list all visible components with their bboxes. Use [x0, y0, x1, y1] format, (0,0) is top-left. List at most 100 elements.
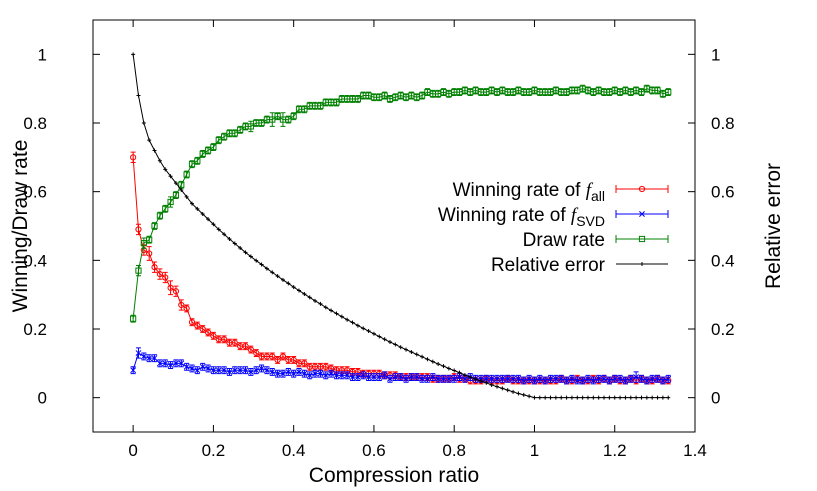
data-point: [511, 389, 516, 394]
data-point: [279, 370, 286, 377]
data-point: [654, 87, 661, 94]
data-point: [451, 375, 458, 382]
legend-label: Winning rate of fall: [453, 180, 605, 204]
data-point: [660, 395, 665, 400]
data-point: [204, 329, 212, 336]
data-point: [618, 395, 623, 400]
data-point: [221, 133, 228, 140]
data-point: [151, 355, 158, 362]
data-point: [393, 342, 398, 347]
data-point: [409, 350, 414, 355]
data-point: [172, 288, 180, 295]
data-point: [274, 356, 281, 363]
data-point: [500, 386, 505, 391]
data-point: [553, 395, 558, 400]
x-tick-label: 0.8: [442, 441, 466, 460]
data-point: [548, 395, 553, 400]
error-bar: [157, 268, 163, 280]
data-point: [537, 395, 542, 400]
data-point: [269, 368, 276, 375]
data-point: [210, 332, 217, 339]
legend-marker: [640, 262, 644, 266]
data-point: [333, 372, 340, 379]
data-point: [130, 154, 137, 161]
data-point: [199, 363, 206, 370]
data-point: [398, 345, 403, 350]
data-point: [418, 92, 426, 99]
data-point: [254, 258, 259, 263]
data-point: [297, 288, 302, 293]
x-tick-label: 0.2: [202, 441, 226, 460]
data-point: [611, 375, 618, 382]
series-line: [132, 88, 669, 319]
x-tick-label: 0: [128, 441, 137, 460]
data-point: [377, 334, 382, 339]
data-point: [231, 367, 238, 374]
data-point: [665, 375, 672, 382]
data-point: [520, 377, 527, 384]
data-point: [574, 377, 581, 384]
data-point: [634, 395, 639, 400]
data-point: [194, 367, 201, 374]
data-point: [210, 143, 217, 151]
data-point: [237, 367, 244, 374]
data-point: [371, 331, 376, 336]
data-point: [404, 347, 409, 352]
data-point: [495, 384, 500, 389]
data-point: [318, 301, 323, 306]
legend-label: Draw rate: [523, 230, 605, 251]
data-point: [457, 370, 462, 375]
data-point: [655, 395, 660, 400]
data-point: [275, 274, 280, 279]
data-point: [436, 362, 441, 367]
data-point: [413, 374, 420, 381]
data-point: [178, 360, 185, 367]
data-point: [505, 388, 510, 393]
data-point: [183, 363, 190, 370]
data-point: [221, 336, 228, 343]
data-point: [376, 374, 383, 381]
data-point: [345, 317, 350, 322]
data-point: [344, 372, 351, 379]
data-point: [504, 375, 511, 382]
x-tick-label: 1: [530, 441, 539, 460]
axis-ticks: 0 0.2 0.4 0.6 0.8 1 1.2 1.4 0 0.2 0.4 0.6 0.8 1 0 0.2 0.…: [23, 20, 735, 460]
data-point: [478, 379, 483, 384]
data-point: [591, 395, 596, 400]
series-1: [130, 347, 672, 385]
data-point: [425, 357, 430, 362]
data-point: [606, 377, 613, 384]
error-bar: [269, 112, 275, 127]
data-point: [130, 315, 137, 322]
y-tick-label-right: 0.6: [711, 183, 735, 202]
data-point: [665, 89, 672, 96]
data-point: [280, 277, 285, 282]
data-point: [301, 106, 308, 113]
y-tick-label-left: 0.8: [23, 114, 47, 133]
data-point: [381, 92, 388, 99]
data-point: [312, 370, 319, 377]
legend-errorbar: [615, 185, 669, 193]
data-point: [329, 308, 334, 313]
data-point: [515, 375, 522, 382]
data-point: [601, 375, 607, 382]
data-point: [290, 356, 297, 363]
data-point: [285, 116, 292, 123]
data-point: [354, 95, 361, 103]
data-point: [210, 367, 217, 374]
data-point: [452, 368, 457, 373]
data-point: [291, 285, 296, 290]
data-point: [349, 374, 356, 381]
data-point: [222, 232, 227, 237]
data-point: [190, 201, 195, 206]
data-point: [468, 375, 473, 380]
data-point: [188, 161, 196, 168]
data-point: [285, 368, 292, 375]
data-point: [355, 323, 360, 328]
data-point: [558, 375, 565, 382]
data-point: [135, 267, 142, 274]
data-point: [167, 198, 174, 206]
data-point: [258, 365, 265, 372]
data-point: [258, 119, 265, 127]
data-point: [168, 174, 173, 179]
